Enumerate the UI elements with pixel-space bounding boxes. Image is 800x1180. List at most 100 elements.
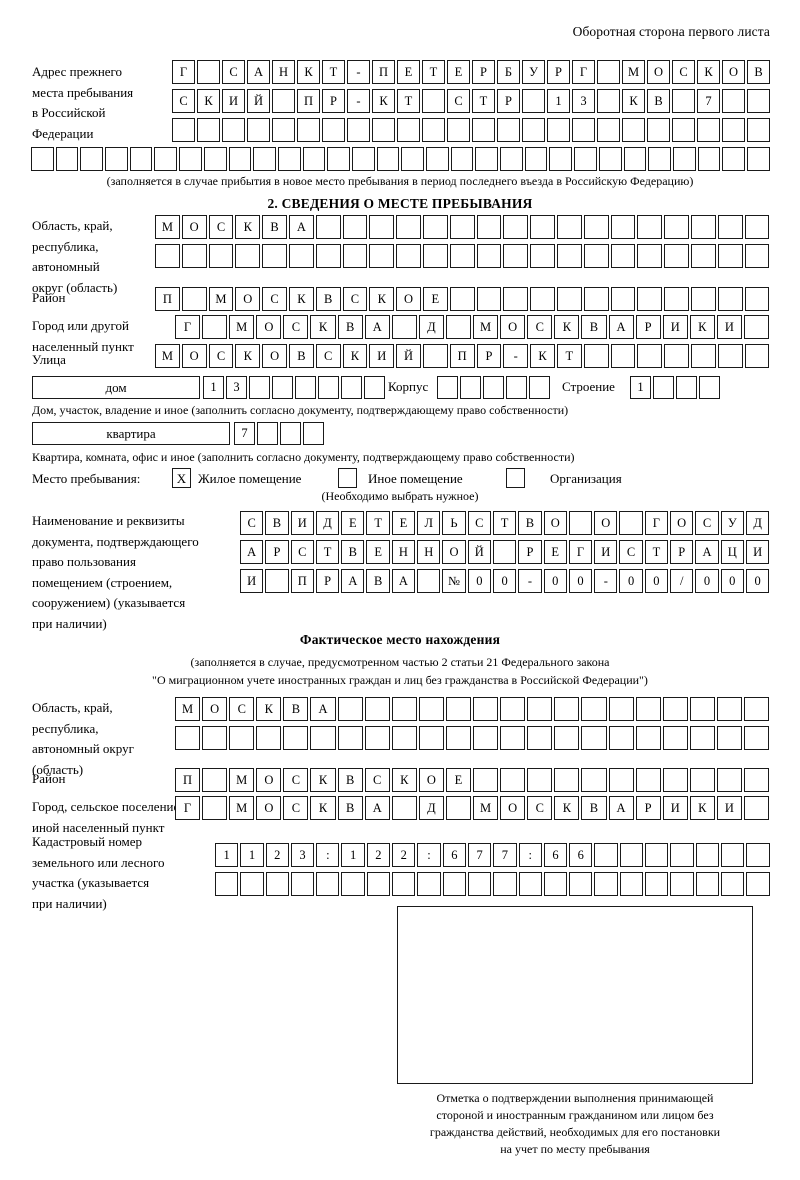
char-cell[interactable] (597, 60, 620, 84)
char-cell[interactable] (506, 376, 527, 399)
char-cell[interactable]: А (364, 796, 390, 820)
stroenie-cells[interactable]: 1 (630, 376, 720, 399)
char-cell[interactable] (635, 697, 661, 721)
char-cell[interactable]: 0 (619, 569, 643, 593)
char-cell[interactable]: К (310, 768, 336, 792)
char-cell[interactable] (530, 215, 555, 239)
char-cell[interactable] (175, 726, 201, 750)
char-cell[interactable] (327, 147, 350, 171)
flat-number-cells[interactable]: 7 (234, 422, 324, 445)
char-cell[interactable]: Е (341, 511, 365, 535)
char-cell[interactable]: В (262, 215, 287, 239)
char-cell[interactable] (549, 147, 573, 171)
char-cell[interactable]: 3 (226, 376, 247, 399)
char-cell[interactable] (391, 796, 417, 820)
char-cell[interactable]: Т (556, 344, 582, 368)
char-cell[interactable]: О (670, 511, 694, 535)
char-cell[interactable] (608, 697, 634, 721)
char-cell[interactable]: У (720, 511, 744, 535)
char-cell[interactable]: С (447, 89, 470, 113)
char-cell[interactable]: О (235, 287, 261, 311)
char-cell[interactable]: Й (467, 540, 491, 564)
char-cell[interactable] (697, 118, 720, 142)
char-cell[interactable]: К (256, 697, 282, 721)
char-cell[interactable]: 0 (720, 569, 744, 593)
char-cell[interactable] (518, 872, 542, 896)
char-cell[interactable] (597, 89, 620, 113)
char-cell[interactable] (472, 118, 495, 142)
char-cell[interactable]: С (283, 315, 309, 339)
char-cell[interactable] (716, 768, 742, 792)
char-cell[interactable]: С (695, 511, 719, 535)
char-cell[interactable]: 1 (215, 843, 239, 867)
char-cell[interactable]: 6 (442, 843, 466, 867)
char-cell[interactable]: П (290, 569, 314, 593)
char-cell[interactable]: К (530, 344, 555, 368)
char-cell[interactable]: В (337, 796, 363, 820)
char-cell[interactable]: Г (175, 315, 201, 339)
char-cell[interactable]: М (229, 315, 255, 339)
char-cell[interactable]: Р (497, 89, 520, 113)
char-cell[interactable] (417, 569, 441, 593)
char-cell[interactable] (476, 215, 502, 239)
char-cell[interactable] (347, 118, 370, 142)
char-cell[interactable]: П (155, 287, 180, 311)
char-cell[interactable]: Т (397, 89, 420, 113)
char-cell[interactable]: : (518, 843, 542, 867)
char-cell[interactable] (583, 215, 609, 239)
checkbox-zhiloe-pomeshchenie[interactable]: Х (172, 468, 191, 488)
char-cell[interactable]: К (310, 315, 336, 339)
char-cell[interactable] (497, 118, 520, 142)
char-cell[interactable] (637, 287, 663, 311)
char-cell[interactable] (417, 872, 441, 896)
char-cell[interactable] (547, 118, 570, 142)
char-cell[interactable]: 0 (695, 569, 719, 593)
char-cell[interactable] (637, 244, 663, 268)
char-cell[interactable] (310, 726, 336, 750)
char-cell[interactable]: 7 (697, 89, 720, 113)
char-cell[interactable] (422, 215, 448, 239)
char-cell[interactable]: А (608, 315, 634, 339)
char-cell[interactable] (645, 843, 669, 867)
char-cell[interactable] (256, 726, 282, 750)
char-cell[interactable]: Г (572, 60, 595, 84)
char-cell[interactable]: 1 (240, 843, 264, 867)
char-cell[interactable]: П (297, 89, 320, 113)
char-cell[interactable] (610, 244, 636, 268)
char-cell[interactable] (445, 796, 472, 820)
char-cell[interactable]: О (500, 796, 526, 820)
char-cell[interactable]: О (500, 315, 526, 339)
char-cell[interactable]: О (181, 215, 207, 239)
char-cell[interactable] (530, 244, 555, 268)
char-cell[interactable] (283, 726, 309, 750)
char-cell[interactable]: 2 (366, 843, 391, 867)
char-cell[interactable] (529, 376, 550, 399)
char-cell[interactable] (492, 540, 517, 564)
char-cell[interactable] (473, 768, 499, 792)
char-cell[interactable]: М (155, 215, 180, 239)
char-cell[interactable] (422, 118, 445, 142)
char-cell[interactable]: И (369, 344, 395, 368)
char-cell[interactable] (179, 147, 202, 171)
char-cell[interactable] (598, 147, 622, 171)
char-cell[interactable]: Е (422, 287, 448, 311)
char-cell[interactable]: С (240, 511, 264, 535)
char-cell[interactable] (265, 872, 289, 896)
char-cell[interactable]: А (310, 697, 336, 721)
char-cell[interactable]: 0 (568, 569, 593, 593)
char-cell[interactable] (265, 569, 289, 593)
char-cell[interactable]: К (372, 89, 395, 113)
char-cell[interactable] (467, 872, 492, 896)
char-cell[interactable]: 7 (467, 843, 492, 867)
char-cell[interactable] (690, 287, 716, 311)
char-cell[interactable] (720, 843, 745, 867)
char-cell[interactable] (623, 147, 647, 171)
char-cell[interactable] (500, 147, 523, 171)
char-cell[interactable] (746, 872, 770, 896)
char-cell[interactable] (689, 697, 715, 721)
